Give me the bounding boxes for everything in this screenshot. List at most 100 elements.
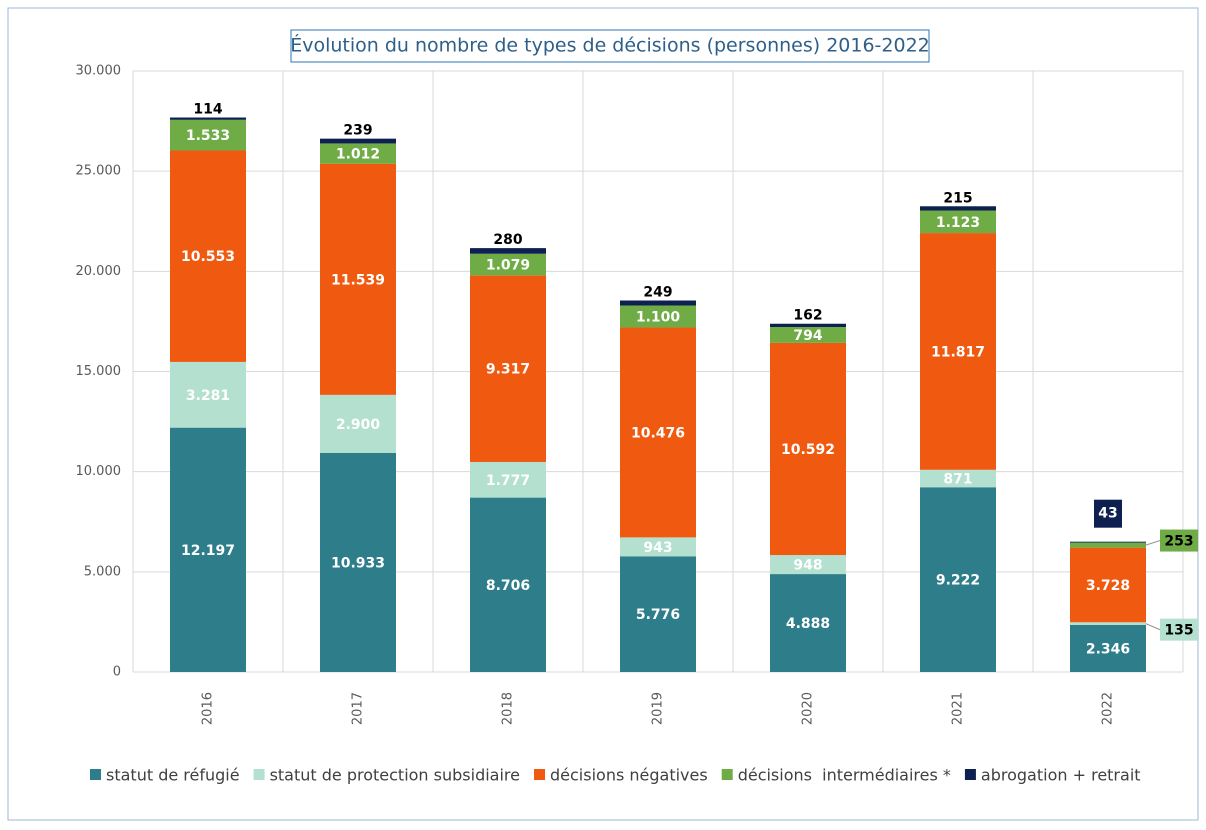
chart-title: Évolution du nombre de types de décision… [290,34,930,57]
x-tick-label: 2018 [501,692,516,725]
data-label: 2.900 [336,417,381,433]
bar-segment [770,323,846,327]
bar-segment [170,361,246,428]
data-label: 943 [643,540,672,556]
data-label: 12.197 [181,543,235,559]
legend-label: statut de réfugié [106,766,240,785]
data-label: 4.888 [786,616,830,632]
bar-segment [320,452,396,672]
data-label: 1.777 [486,473,530,489]
label-box [1094,499,1122,528]
bar-segment [620,537,696,557]
y-tick-label: 20.000 [76,264,122,279]
bar-segment [920,206,996,211]
data-label: 794 [793,328,822,344]
bar-segment [920,487,996,672]
label-leader [1145,623,1161,631]
data-label: 10.592 [781,442,835,458]
data-label: 215 [943,190,972,206]
y-tick-label: 30.000 [76,64,122,79]
bar-segment [1070,541,1146,543]
bar-segment [170,427,246,672]
data-label: 1.100 [636,310,681,326]
bar-segment [320,138,396,144]
legend-label: abrogation + retrait [981,766,1141,785]
bar-segment [770,342,846,556]
x-tick-label: 2017 [351,692,366,725]
bar-segment [320,163,396,395]
bar-segment [170,117,246,120]
data-label: 253 [1164,534,1193,550]
data-label: 11.539 [331,272,385,288]
y-tick-label: 5.000 [84,564,121,579]
bar-segment [320,394,396,453]
legend-swatch [534,769,545,780]
data-label: 1.012 [336,147,380,163]
data-label: 43 [1098,506,1117,522]
bar-segment [470,497,546,672]
y-tick-label: 0 [113,665,121,680]
bar-segment [1070,547,1146,623]
legend-label: décisions intermédiaires * [738,766,951,785]
bar-segment [770,555,846,575]
data-label: 249 [643,285,672,301]
bar-segment [1070,625,1146,672]
bar-segment [470,248,546,254]
title-box [290,29,930,63]
data-label: 1.123 [936,215,980,231]
bar-segment [470,461,546,498]
data-label: 3.281 [186,388,230,404]
legend-label: décisions négatives [550,766,708,785]
legend-swatch [90,769,101,780]
bar-segment [1070,542,1146,548]
data-label: 162 [793,308,822,324]
bar-segment [320,143,396,164]
data-label: 239 [343,123,372,139]
x-tick-label: 2021 [951,692,966,725]
data-label: 135 [1164,623,1193,639]
bar-segment [620,327,696,538]
data-label: 9.222 [936,573,980,589]
data-label: 11.817 [931,344,985,360]
bar-segment [620,300,696,306]
y-tick-label: 15.000 [76,364,122,379]
data-label: 871 [943,472,972,488]
bar-segment [920,469,996,488]
data-label: 1.079 [486,258,530,274]
label-box [1160,529,1198,552]
bar-segment [620,556,696,672]
label-box [1160,618,1198,641]
bar-segment [770,326,846,343]
data-label: 280 [493,232,522,248]
bar-segment [170,150,246,362]
bar-segment [470,275,546,462]
y-tick-label: 10.000 [76,464,122,479]
data-label: 1.533 [186,128,230,144]
data-label: 9.317 [486,362,530,378]
bar-segment [620,305,696,328]
bar-segment [920,210,996,234]
legend-swatch [721,769,733,780]
x-tick-label: 2020 [801,692,816,725]
legend-label: statut de protection subsidiaire [270,766,520,785]
data-label: 2.346 [1086,642,1130,658]
data-label: 10.933 [331,555,385,571]
bar-segment [1070,622,1146,626]
data-label: 5.776 [636,607,680,623]
label-leader [1145,540,1161,546]
data-label: 8.706 [486,578,530,594]
bar-segment [170,119,246,151]
legend-swatch [964,769,976,780]
x-tick-label: 2019 [651,692,666,725]
data-label: 114 [193,102,222,118]
y-tick-label: 25.000 [76,164,122,179]
data-label: 948 [793,558,822,574]
data-label: 10.476 [631,425,685,441]
x-tick-label: 2022 [1101,692,1116,725]
legend-swatch [253,769,265,780]
bar-segment [920,233,996,470]
bar-segment [770,574,846,672]
data-label: 10.553 [181,249,235,265]
data-label: 3.728 [1086,578,1130,594]
